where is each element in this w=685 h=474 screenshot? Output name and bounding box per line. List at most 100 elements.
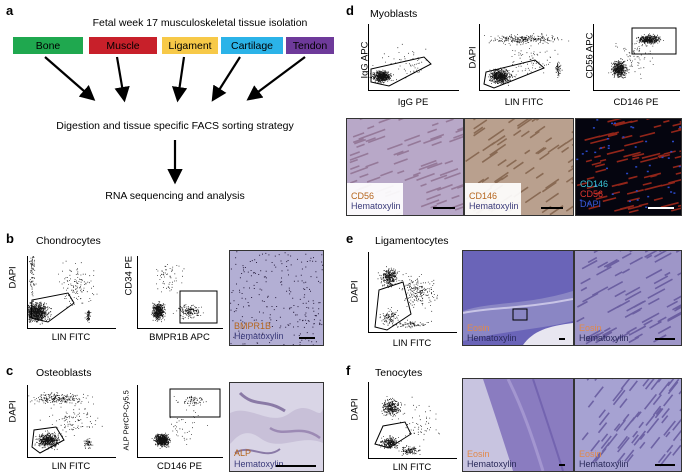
c-stain-label-1: ALP xyxy=(234,448,252,458)
e-plot1-dots xyxy=(377,266,438,329)
d-plot3-gate xyxy=(631,27,677,55)
d-img2-label-2: Hematoxylin xyxy=(469,201,519,211)
e-plot1-xlabel: LIN FITC xyxy=(392,338,432,349)
d-fluorescence-texture xyxy=(576,119,681,214)
e-facs-plot-dapi-lin xyxy=(368,252,457,333)
panel-label-b: b xyxy=(6,231,14,246)
c-histology-texture xyxy=(230,391,323,455)
panel-label-f: f xyxy=(346,363,351,378)
c-plot1-ylabel: DAPI xyxy=(7,400,19,423)
c-plot2-gate xyxy=(169,388,221,418)
b-plot2-ylabel: CD34 PE xyxy=(123,255,135,296)
b-plot2-gate xyxy=(179,290,218,324)
b-facs-plot-cd34-bmpr1b xyxy=(137,256,223,329)
d-plot3-xlabel: CD146 PE xyxy=(613,97,659,108)
panel-label-e: e xyxy=(346,231,354,246)
f-img2-label-2: Hematoxylin xyxy=(579,459,629,469)
e-plot1-ylabel: DAPI xyxy=(349,280,361,303)
b-facs-plot-dapi-lin xyxy=(27,256,116,329)
d-plot2-ylabel: DAPI xyxy=(467,46,479,69)
d-img3-scale-bar xyxy=(648,207,674,209)
b-plot2-dots xyxy=(151,264,204,323)
c-facs-plot-alp-cd146 xyxy=(137,385,223,458)
b-histology-bmpr1b: BMPR1B Hematoxylin xyxy=(229,250,324,346)
panel-b-title: Chondrocytes xyxy=(36,235,101,247)
tissue-tendon: Tendon xyxy=(286,37,334,54)
d-img1-label-1: CD56 xyxy=(351,191,375,201)
d-img3-label-3: DAPI xyxy=(580,199,602,209)
b-stain-label-2: Hematoxylin xyxy=(234,331,284,341)
panel-e-title: Ligamentocytes xyxy=(375,235,449,247)
d-histology-cd146: CD146 Hematoxylin xyxy=(464,118,574,216)
b-plot1-ylabel: DAPI xyxy=(7,266,19,289)
e-histology-high-mag: Eosin Hematoxylin xyxy=(574,250,682,346)
d-img2-label-box xyxy=(465,183,521,215)
f-histology-high-texture xyxy=(581,379,681,467)
d-plot3-dots xyxy=(608,33,664,79)
c-plot1-xlabel: LIN FITC xyxy=(51,461,91,472)
d-histology-cd56: CD56 Hematoxylin xyxy=(346,118,464,216)
e-histology-low-mag: Eosin Hematoxylin xyxy=(462,250,574,346)
d-img1-label-2: Hematoxylin xyxy=(351,201,401,211)
c-facs-plot-dapi-lin xyxy=(27,385,116,458)
d-plot2-xlabel: LIN FITC xyxy=(504,97,544,108)
b-plot1-gate xyxy=(30,292,75,323)
f-plot1-ylabel: DAPI xyxy=(349,398,361,421)
panel-label-a: a xyxy=(6,3,14,18)
e-img1-label-2: Hematoxylin xyxy=(467,333,517,343)
f-histology-low-texture xyxy=(483,379,573,471)
b-scale-bar xyxy=(299,337,315,339)
e-img1-label-1: Eosin xyxy=(467,323,490,333)
f-img1-label-1: Eosin xyxy=(467,449,490,459)
d-plot1-dots xyxy=(369,43,427,84)
d-img1-label-box xyxy=(347,183,403,215)
c-stain-label-2: Hematoxylin xyxy=(234,459,284,469)
d-plot2-gate xyxy=(483,59,545,89)
f-plot1-dots xyxy=(379,396,440,456)
b-plot1-dots xyxy=(28,256,98,325)
flow-step-rnaseq: RNA sequencing and analysis xyxy=(105,190,245,202)
d-img2-label-1: CD146 xyxy=(469,191,498,201)
c-scale-bar xyxy=(276,465,316,467)
panel-f-title: Tenocytes xyxy=(375,367,423,379)
f-histology-high-mag: Eosin Hematoxylin xyxy=(574,378,682,472)
d-img3-label-1: CD146 xyxy=(580,179,609,189)
e-plot1-gate xyxy=(374,281,412,331)
d-fluorescence-image: CD146 CD56 DAPI xyxy=(575,118,682,216)
d-img3-label-2: CD56 xyxy=(580,189,604,199)
d-facs-plot-cd56-cd146 xyxy=(593,24,680,91)
f-histology-low-mag: Eosin Hematoxylin xyxy=(462,378,574,472)
c-plot1-gate xyxy=(31,426,65,454)
c-histology-alp: ALP Hematoxylin xyxy=(229,382,324,472)
f-plot1-gate xyxy=(374,421,412,449)
f-img1-label-2: Hematoxylin xyxy=(467,459,517,469)
flow-arrows xyxy=(44,56,306,185)
d-img1-scale-bar xyxy=(433,207,455,209)
b-plot1-xlabel: LIN FITC xyxy=(51,332,91,343)
flow-step-facs: Digestion and tissue specific FACS sorti… xyxy=(56,120,294,132)
c-plot1-dots xyxy=(28,392,103,451)
tissue-bone: Bone xyxy=(13,37,83,54)
d-facs-plot-igg xyxy=(368,24,459,91)
e-img2-label-2: Hematoxylin xyxy=(579,333,629,343)
d-plot2-dots xyxy=(484,33,570,86)
d-img2-scale-bar xyxy=(541,207,563,209)
f-plot1-xlabel: LIN FITC xyxy=(392,462,432,473)
b-plot2-xlabel: BMPR1B APC xyxy=(149,332,210,343)
f-img1-scale-bar xyxy=(559,464,565,466)
panel-d-title: Myoblasts xyxy=(370,8,418,20)
panel-label-c: c xyxy=(6,363,14,378)
panel-c-title: Osteoblasts xyxy=(36,367,92,379)
c-plot2-ylabel: ALP PerCP-Cy5.5 xyxy=(121,390,131,451)
d-plot1-xlabel: IgG PE xyxy=(397,97,429,108)
d-plot1-gate xyxy=(370,56,432,87)
tissue-cartilage: Cartilage xyxy=(221,37,283,54)
b-stain-label-1: BMPR1B xyxy=(234,321,272,331)
f-facs-plot-dapi-lin xyxy=(368,382,457,459)
panel-label-d: d xyxy=(346,3,354,18)
f-img2-label-1: Eosin xyxy=(579,449,602,459)
c-plot2-dots xyxy=(151,395,208,449)
e-histology-high-texture xyxy=(576,251,681,345)
f-img2-scale-bar xyxy=(655,464,675,466)
c-plot2-xlabel: CD146 PE xyxy=(157,461,202,472)
